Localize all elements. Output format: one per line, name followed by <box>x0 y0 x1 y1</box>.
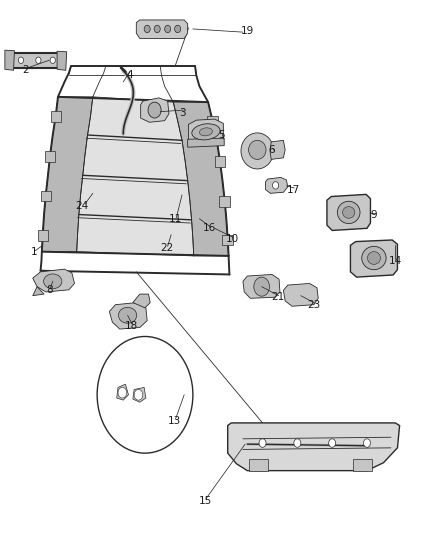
Text: 6: 6 <box>268 145 275 155</box>
Polygon shape <box>33 287 44 296</box>
Polygon shape <box>228 423 399 471</box>
Polygon shape <box>188 119 223 144</box>
Ellipse shape <box>118 308 137 323</box>
Polygon shape <box>136 20 187 38</box>
Text: 10: 10 <box>226 234 239 244</box>
Circle shape <box>118 387 127 398</box>
Text: 14: 14 <box>389 256 402 266</box>
Polygon shape <box>33 269 74 292</box>
Text: 16: 16 <box>203 223 216 233</box>
FancyBboxPatch shape <box>38 230 48 241</box>
Polygon shape <box>243 274 280 298</box>
Text: 11: 11 <box>169 214 182 224</box>
Circle shape <box>259 439 266 447</box>
Ellipse shape <box>367 252 381 264</box>
FancyBboxPatch shape <box>223 235 233 245</box>
Text: 21: 21 <box>271 292 284 302</box>
Polygon shape <box>283 284 318 306</box>
Ellipse shape <box>337 201 360 223</box>
Polygon shape <box>133 387 146 402</box>
Polygon shape <box>6 53 62 68</box>
Circle shape <box>364 439 371 447</box>
Polygon shape <box>350 240 397 277</box>
Ellipse shape <box>199 128 212 136</box>
Text: 19: 19 <box>240 26 254 36</box>
Text: 22: 22 <box>160 243 173 253</box>
Polygon shape <box>42 97 229 256</box>
Circle shape <box>144 25 150 33</box>
Text: 3: 3 <box>179 108 185 118</box>
FancyBboxPatch shape <box>353 459 372 471</box>
Circle shape <box>165 25 171 33</box>
Text: 1: 1 <box>31 247 37 257</box>
Text: 23: 23 <box>307 300 321 310</box>
Ellipse shape <box>44 274 62 289</box>
Circle shape <box>154 25 160 33</box>
Circle shape <box>254 277 269 296</box>
FancyBboxPatch shape <box>249 459 268 471</box>
Polygon shape <box>265 177 288 193</box>
Polygon shape <box>327 195 371 230</box>
Polygon shape <box>133 294 150 308</box>
FancyBboxPatch shape <box>215 156 225 167</box>
Text: 5: 5 <box>218 130 225 140</box>
Text: 15: 15 <box>198 496 212 506</box>
Text: 8: 8 <box>46 285 53 295</box>
Circle shape <box>328 439 336 447</box>
Ellipse shape <box>362 246 386 270</box>
Polygon shape <box>141 98 169 122</box>
FancyBboxPatch shape <box>41 191 51 201</box>
Circle shape <box>36 57 41 63</box>
Text: 13: 13 <box>168 416 181 426</box>
Text: 17: 17 <box>286 184 300 195</box>
Text: 18: 18 <box>124 321 138 331</box>
FancyBboxPatch shape <box>45 151 55 161</box>
Circle shape <box>148 102 161 118</box>
FancyBboxPatch shape <box>50 111 61 122</box>
Circle shape <box>134 390 143 400</box>
Text: 9: 9 <box>370 209 377 220</box>
Circle shape <box>272 182 279 189</box>
Ellipse shape <box>249 140 266 159</box>
FancyBboxPatch shape <box>219 196 230 207</box>
Circle shape <box>97 336 193 453</box>
Polygon shape <box>110 303 147 329</box>
Polygon shape <box>187 138 224 147</box>
Polygon shape <box>117 384 128 400</box>
Circle shape <box>294 439 301 447</box>
Circle shape <box>18 57 24 63</box>
Polygon shape <box>5 50 14 70</box>
Polygon shape <box>270 140 285 159</box>
Polygon shape <box>42 97 93 252</box>
FancyBboxPatch shape <box>207 116 218 127</box>
Circle shape <box>50 57 55 63</box>
Text: 24: 24 <box>75 200 88 211</box>
Ellipse shape <box>192 124 220 140</box>
Ellipse shape <box>343 207 355 218</box>
Text: 4: 4 <box>127 70 133 79</box>
Circle shape <box>175 25 181 33</box>
Ellipse shape <box>241 133 274 169</box>
Text: 2: 2 <box>22 66 28 75</box>
Polygon shape <box>57 51 67 70</box>
Polygon shape <box>173 102 229 256</box>
